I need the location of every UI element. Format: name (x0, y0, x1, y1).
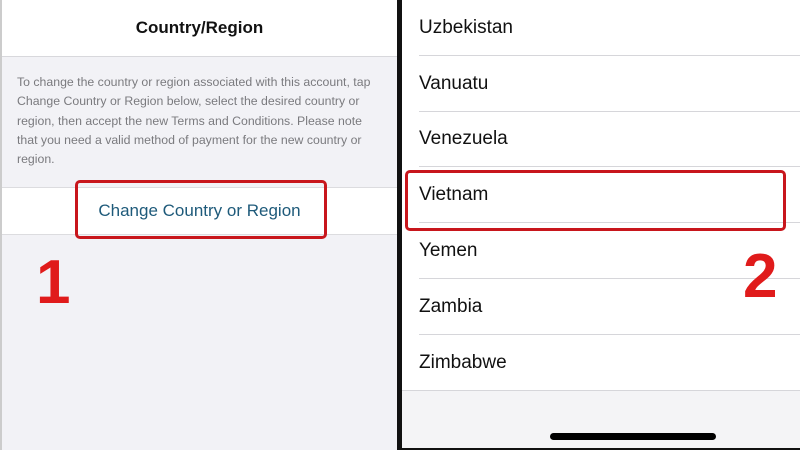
list-item[interactable]: Uzbekistan (402, 0, 800, 56)
highlight-box-1 (75, 180, 327, 239)
country-list-screen: Uzbekistan Vanuatu Venezuela Vietnam Yem… (402, 0, 800, 448)
highlight-box-2 (405, 170, 786, 231)
page-title: Country/Region (2, 0, 397, 57)
step-number-1: 1 (36, 248, 71, 317)
list-item[interactable]: Zimbabwe (402, 335, 800, 391)
list-item[interactable]: Yemen (402, 223, 800, 279)
country-region-screen: Country/Region To change the country or … (0, 0, 397, 450)
list-item[interactable]: Venezuela (402, 112, 800, 168)
home-indicator[interactable] (550, 433, 716, 440)
list-item[interactable]: Vanuatu (402, 56, 800, 112)
country-list: Uzbekistan Vanuatu Venezuela Vietnam Yem… (402, 0, 800, 391)
list-item[interactable]: Zambia (402, 279, 800, 335)
description-text: To change the country or region associat… (17, 75, 371, 167)
list-item-selected[interactable]: Vietnam (402, 167, 800, 223)
step-number-2: 2 (743, 242, 778, 311)
change-country-button[interactable]: Change Country or Region (2, 187, 397, 235)
